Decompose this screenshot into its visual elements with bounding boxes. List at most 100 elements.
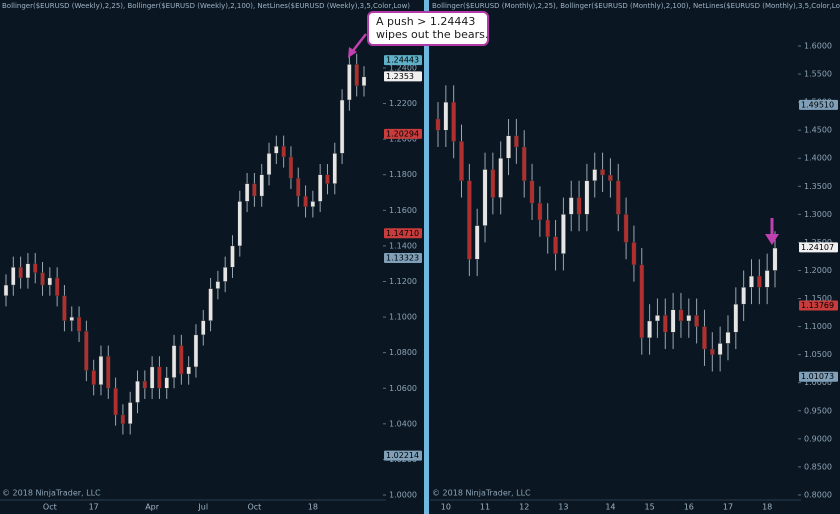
price-tag (384, 228, 422, 239)
candle-body (171, 345, 177, 378)
price-tag (384, 128, 422, 139)
x-tick-label: 16 (684, 503, 694, 512)
candle-body (62, 295, 67, 321)
candle-body (332, 153, 337, 184)
candle-body (347, 64, 352, 101)
x-tick-label: 11 (480, 503, 490, 512)
x-tick-label: 18 (308, 503, 318, 512)
candle-body (127, 402, 133, 425)
candle-body (54, 277, 60, 296)
annotation-box (367, 11, 489, 46)
monthly-arrowhead (765, 234, 779, 245)
candle-body (521, 146, 527, 181)
candle-body (40, 272, 45, 286)
candle-body (274, 146, 279, 154)
candle-body (443, 101, 449, 131)
price-tag (384, 252, 422, 263)
x-tick-label: 17 (723, 503, 733, 512)
y-tick-label: 1.3500 (804, 182, 832, 191)
y-tick-label: 1.2200 (389, 99, 417, 108)
price-tag-label: 1.49510 (801, 100, 834, 109)
candle-body (490, 169, 496, 198)
y-tick-label: 1.1800 (389, 170, 417, 179)
price-tag-label: 1.20294 (386, 129, 419, 138)
candle-body (506, 135, 511, 159)
candle-body (756, 275, 762, 288)
candle-body (600, 169, 605, 176)
y-tick-label: 1.2000 (804, 266, 832, 275)
candle-body (741, 287, 747, 305)
x-tick-label: Oct (43, 503, 57, 512)
candle-body (281, 146, 286, 158)
x-tick-label: Jul (197, 503, 208, 512)
annotation-text: wipes out the bears. (376, 28, 488, 41)
candle-body (647, 320, 652, 339)
candle-body (615, 180, 621, 215)
candle-body (764, 270, 770, 288)
candle-body (662, 315, 668, 333)
price-tag (384, 71, 422, 82)
candle-body (303, 195, 308, 207)
candle-body (310, 201, 316, 207)
x-tick-label: 10 (441, 503, 451, 512)
candle-body (259, 174, 264, 197)
candle-body (98, 356, 104, 385)
y-tick-label: 1.1000 (804, 322, 832, 331)
price-tag-label: 1.02214 (386, 451, 419, 460)
y-tick-label: 1.0000 (804, 378, 832, 387)
candle-body (592, 169, 598, 181)
y-tick-label: 1.2500 (804, 238, 832, 247)
annotation-text: A push > 1.24443 (376, 15, 475, 28)
candle-body (69, 316, 74, 321)
price-tag-label: 1.01073 (801, 372, 834, 381)
candle-body (164, 377, 169, 389)
copyright: © 2018 NinjaTrader, LLC (432, 489, 531, 498)
candle-body (608, 174, 613, 181)
candle-body (561, 214, 566, 254)
candle-body (709, 348, 715, 355)
candle-body (201, 320, 206, 336)
price-tag-label: 1.2353 (386, 72, 414, 81)
candle-body (91, 370, 96, 385)
candle-body (317, 174, 323, 202)
candle-body (120, 414, 126, 425)
candle-body (149, 366, 155, 389)
candle-body (47, 277, 53, 286)
copyright: © 2018 NinjaTrader, LLC (2, 489, 101, 498)
candle-body (84, 331, 89, 371)
y-tick-label: 1.1000 (389, 313, 417, 322)
price-tag (384, 450, 422, 461)
candle-body (33, 263, 38, 273)
annotation-arrowhead (348, 47, 357, 58)
candle-body (135, 380, 140, 403)
candle-body (537, 202, 543, 221)
y-tick-label: 1.6000 (804, 42, 832, 51)
candle-body (18, 267, 23, 279)
candle-body (237, 201, 243, 247)
candle-body (435, 118, 441, 131)
price-tag (799, 242, 838, 253)
candle-body (325, 174, 330, 184)
x-tick-label: 15 (645, 503, 655, 512)
x-tick-label: 17 (89, 503, 99, 512)
candle-body (702, 326, 707, 350)
candle-body (11, 267, 16, 286)
y-tick-label: 1.0400 (389, 419, 417, 428)
candle-body (474, 225, 480, 260)
y-tick-label: 1.2000 (389, 135, 417, 144)
candle-body (749, 275, 754, 288)
panel-divider (424, 0, 429, 514)
candle-body (215, 281, 221, 289)
candle-body (157, 366, 162, 389)
y-tick-label: 0.9000 (804, 434, 832, 443)
candle-body (106, 356, 111, 389)
candle-body (266, 153, 272, 175)
y-tick-label: 1.0500 (804, 350, 832, 359)
candle-body (208, 288, 213, 321)
panel-header: Bollinger($EURUSD (Weekly),2,25), Bollin… (2, 2, 410, 10)
candle-body (186, 366, 191, 375)
candle-body (459, 141, 464, 181)
candle-body (193, 334, 199, 368)
candle-body (244, 183, 250, 202)
